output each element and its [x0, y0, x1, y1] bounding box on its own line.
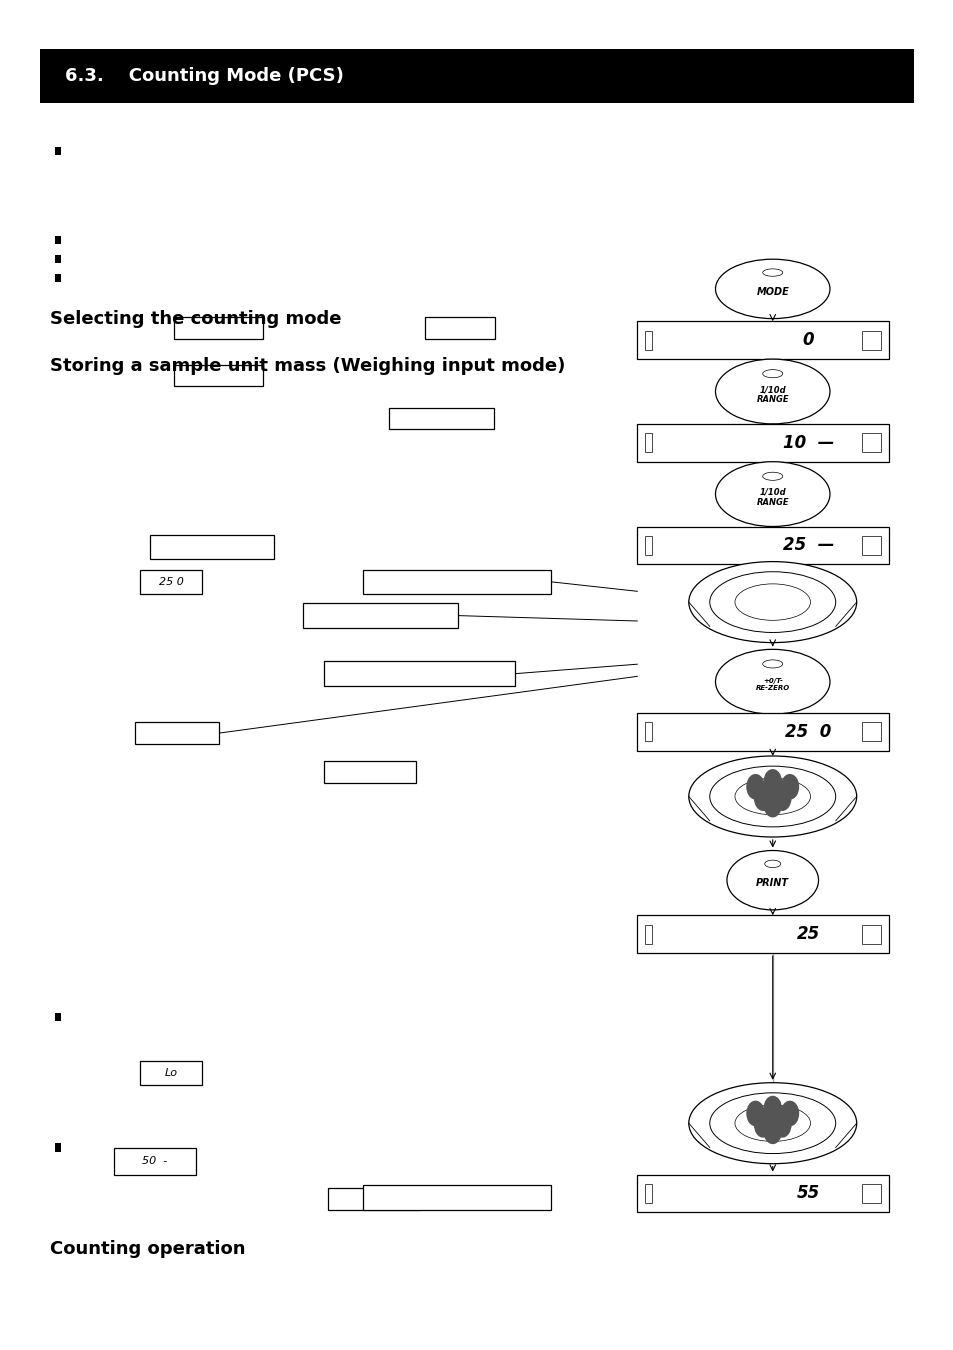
Bar: [40, 49, 913, 103]
Ellipse shape: [709, 767, 835, 826]
Text: 25: 25: [796, 925, 820, 944]
Bar: [862, 433, 881, 452]
Ellipse shape: [764, 860, 780, 868]
Ellipse shape: [734, 1104, 810, 1142]
Bar: [862, 331, 881, 350]
Ellipse shape: [726, 850, 818, 910]
Text: 0: 0: [801, 331, 814, 350]
Text: 10  —: 10 —: [782, 433, 833, 452]
Circle shape: [763, 769, 781, 794]
Circle shape: [773, 1112, 790, 1137]
Circle shape: [746, 775, 763, 799]
Circle shape: [773, 786, 790, 810]
Circle shape: [763, 1119, 781, 1143]
Bar: [637, 424, 888, 462]
Text: MODE: MODE: [756, 286, 788, 297]
Bar: [862, 925, 881, 944]
Ellipse shape: [709, 572, 835, 632]
Ellipse shape: [715, 462, 829, 526]
Text: 25  —: 25 —: [782, 536, 833, 555]
Circle shape: [754, 786, 771, 810]
Bar: [55, 255, 61, 263]
Bar: [114, 1148, 195, 1174]
Ellipse shape: [688, 562, 856, 643]
Bar: [637, 1174, 888, 1212]
Bar: [135, 722, 219, 744]
Ellipse shape: [762, 370, 782, 378]
Text: 50  -: 50 -: [142, 1156, 168, 1166]
Bar: [862, 1184, 881, 1203]
Ellipse shape: [734, 778, 810, 815]
Bar: [140, 1061, 202, 1085]
Text: Storing a sample unit mass (Weighing input mode): Storing a sample unit mass (Weighing inp…: [50, 356, 564, 375]
Text: Lo: Lo: [165, 1068, 177, 1079]
Bar: [150, 535, 274, 559]
Circle shape: [781, 1102, 798, 1126]
Circle shape: [746, 1102, 763, 1126]
Bar: [424, 317, 495, 339]
Bar: [389, 408, 494, 429]
Bar: [862, 536, 881, 555]
Circle shape: [781, 775, 798, 799]
Bar: [644, 1184, 651, 1203]
Bar: [644, 433, 651, 452]
Bar: [637, 915, 888, 953]
Bar: [173, 317, 263, 339]
Text: Counting operation: Counting operation: [50, 1239, 245, 1258]
Circle shape: [763, 1096, 781, 1120]
Bar: [55, 147, 61, 155]
Ellipse shape: [715, 259, 829, 319]
Text: 6.3.    Counting Mode (PCS): 6.3. Counting Mode (PCS): [65, 66, 343, 85]
Bar: [55, 236, 61, 244]
Ellipse shape: [762, 472, 782, 481]
Text: +0/T-
RE-ZERO: +0/T- RE-ZERO: [755, 679, 789, 691]
Text: PRINT: PRINT: [756, 878, 788, 888]
Bar: [324, 761, 416, 783]
Ellipse shape: [762, 269, 782, 277]
Bar: [362, 570, 551, 594]
Text: 25  0: 25 0: [784, 722, 831, 741]
Text: Selecting the counting mode: Selecting the counting mode: [50, 309, 341, 328]
Bar: [644, 331, 651, 350]
Bar: [637, 526, 888, 564]
Bar: [637, 713, 888, 751]
Bar: [55, 274, 61, 282]
Ellipse shape: [734, 583, 810, 621]
Bar: [324, 662, 515, 686]
Bar: [644, 536, 651, 555]
Circle shape: [754, 1112, 771, 1137]
Bar: [362, 1185, 551, 1210]
Ellipse shape: [709, 1094, 835, 1153]
Ellipse shape: [715, 359, 829, 424]
Ellipse shape: [688, 756, 856, 837]
Text: 1/10d
RANGE: 1/10d RANGE: [756, 487, 788, 508]
Bar: [55, 1012, 61, 1021]
Bar: [55, 1143, 61, 1152]
Bar: [644, 925, 651, 944]
Bar: [173, 364, 263, 386]
Bar: [637, 321, 888, 359]
Text: 55: 55: [796, 1184, 820, 1203]
Bar: [140, 570, 202, 594]
Text: 25 0: 25 0: [158, 576, 184, 587]
Bar: [328, 1188, 419, 1210]
Circle shape: [763, 792, 781, 817]
Bar: [644, 722, 651, 741]
Ellipse shape: [762, 660, 782, 668]
Ellipse shape: [688, 1083, 856, 1164]
Bar: [303, 603, 457, 628]
Ellipse shape: [715, 649, 829, 714]
Text: 1/10d
RANGE: 1/10d RANGE: [756, 385, 788, 405]
Bar: [862, 722, 881, 741]
